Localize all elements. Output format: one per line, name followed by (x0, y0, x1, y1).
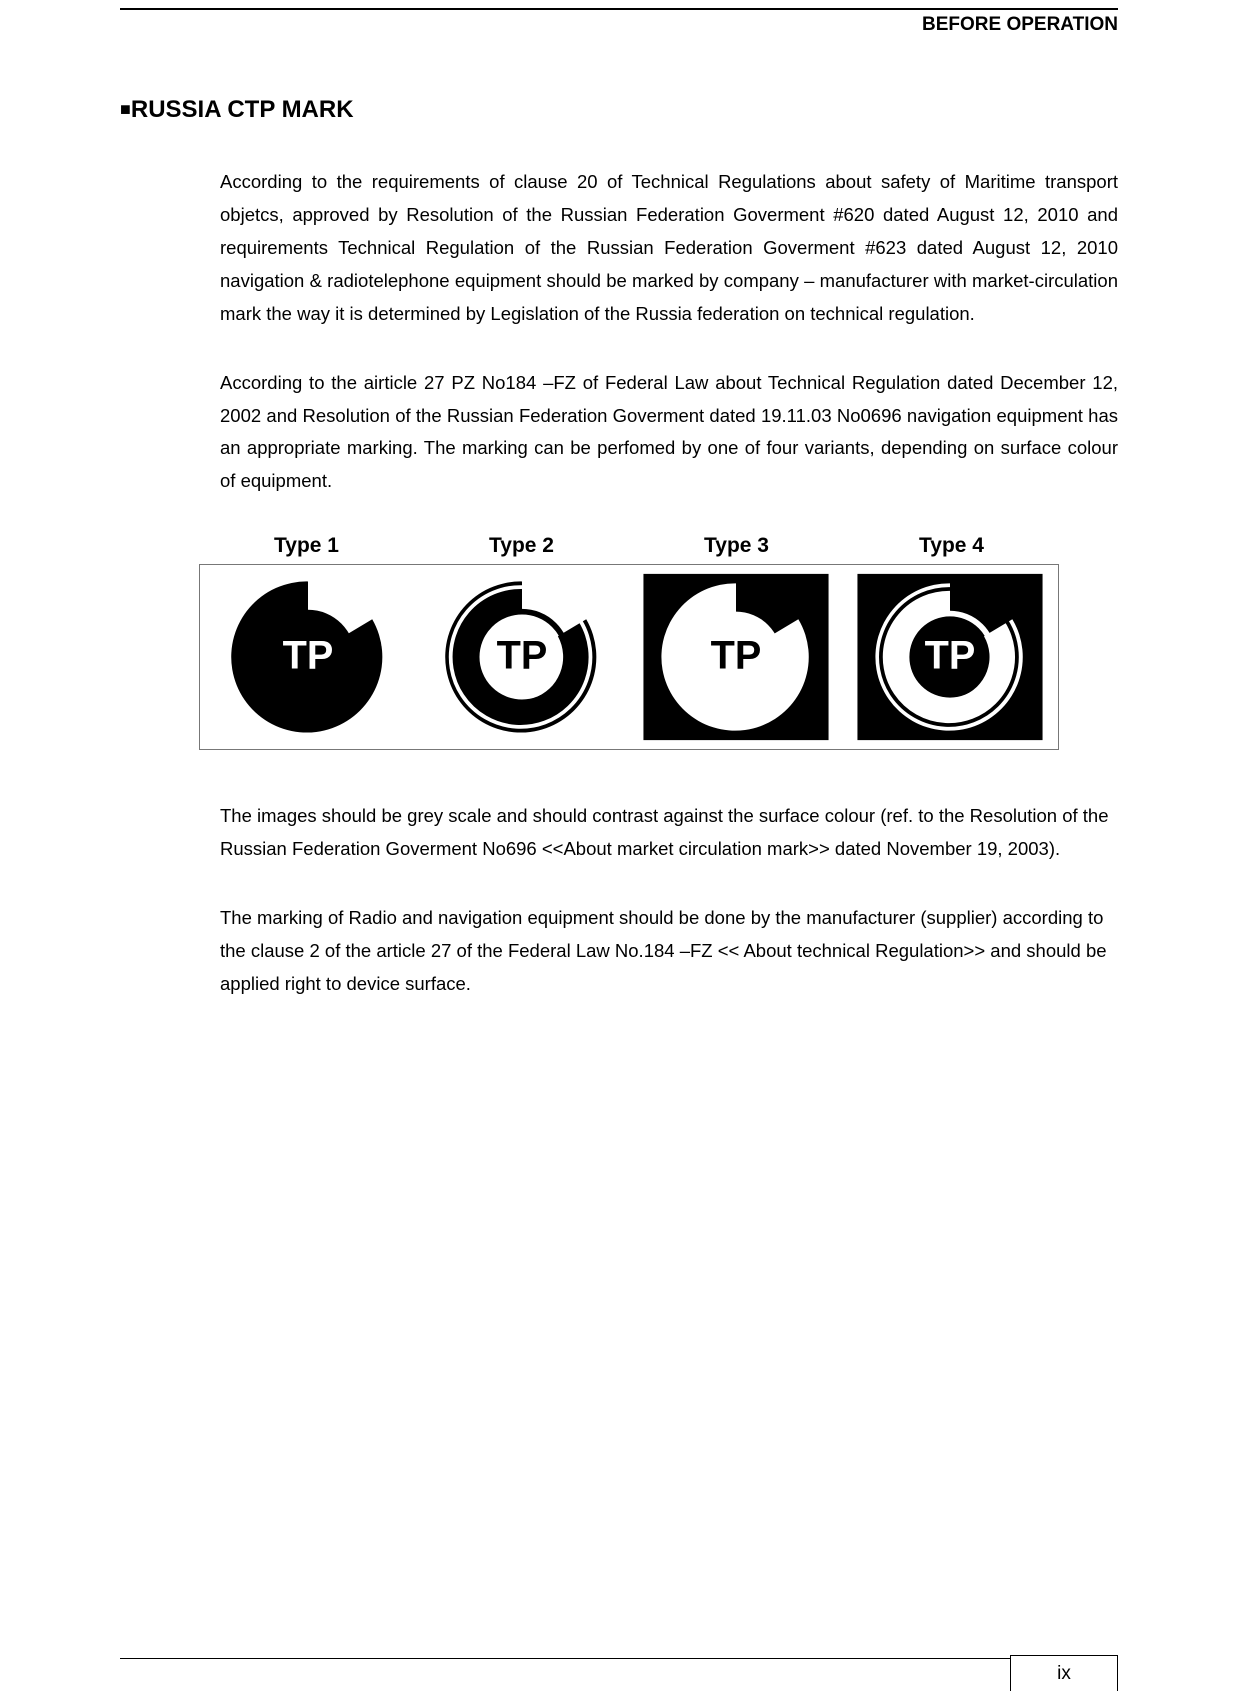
page-header: BEFORE OPERATION (120, 14, 1118, 36)
ctp-logo-type-4: ТР (848, 569, 1052, 745)
paragraph-2: According to the airticle 27 PZ No184 –F… (220, 367, 1118, 499)
svg-text:ТР: ТР (497, 634, 548, 678)
page-number: ix (1010, 1655, 1118, 1691)
svg-text:ТР: ТР (925, 634, 976, 678)
svg-text:ТР: ТР (711, 634, 762, 678)
ctp-logo-type-3: ТР (634, 569, 838, 745)
square-bullet-icon: ■ (120, 99, 131, 119)
svg-text:ТР: ТР (283, 634, 334, 678)
paragraph-4: The marking of Radio and navigation equi… (220, 902, 1118, 1001)
type-label-2: Type 2 (414, 534, 629, 558)
section-title-text: RUSSIA CTP MARK (131, 96, 354, 123)
section-title: ■RUSSIA CTP MARK (120, 96, 1118, 124)
type-label-4: Type 4 (844, 534, 1059, 558)
ctp-logo-type-2: ТР (420, 569, 624, 745)
paragraph-3: The images should be grey scale and shou… (220, 800, 1118, 866)
ctp-marks-figure: Type 1 Type 2 Type 3 Type 4 ТР (180, 534, 1078, 750)
ctp-logo-type-1: ТР (206, 569, 410, 745)
type-label-1: Type 1 (199, 534, 414, 558)
type-label-3: Type 3 (629, 534, 844, 558)
footer-divider (120, 1658, 1118, 1659)
paragraph-1: According to the requirements of clause … (220, 166, 1118, 331)
